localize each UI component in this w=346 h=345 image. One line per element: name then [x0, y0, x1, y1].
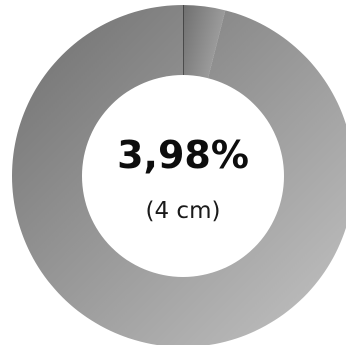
donut-center-value: 3,98% — [117, 133, 249, 177]
donut-center-caption: (4 cm) — [146, 198, 221, 224]
donut-hole — [82, 75, 284, 277]
